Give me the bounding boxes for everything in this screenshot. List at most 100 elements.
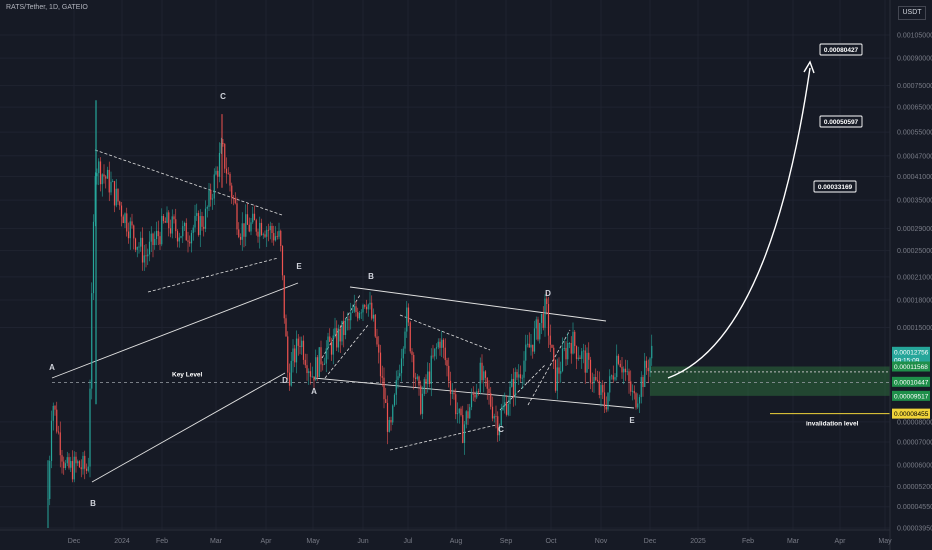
candle-body [470, 394, 473, 408]
candle-body [462, 415, 464, 443]
candle-body [169, 228, 172, 234]
candle-body [635, 393, 637, 408]
price-axis[interactable]: 0.00105000 0.00090000 0.00075000 0.00065000… [889, 0, 932, 550]
candle-body [616, 355, 618, 378]
price-tick-label: 0.00005200 [897, 484, 932, 491]
candle-body [309, 371, 312, 377]
candle-body [624, 368, 627, 373]
candle-body [71, 461, 74, 480]
wedge-upper-line [51, 282, 299, 379]
candle-body [323, 363, 326, 365]
channel-lower-line [313, 377, 635, 409]
candle-body [420, 385, 422, 414]
price-tick-label: 0.00041000 [897, 174, 932, 181]
candle-body [155, 230, 158, 239]
price-tick-label: 0.00090000 [897, 56, 932, 63]
candle-body [528, 343, 530, 348]
time-axis[interactable]: Dec 2024 Feb Mar Apr May Jun Jul Aug Sep Oct Nov Dec… [0, 529, 892, 545]
candle-body [486, 377, 488, 389]
candle-body [383, 377, 385, 400]
candle-body [159, 236, 161, 245]
candle-body [586, 352, 588, 373]
time-tick-label: 2025 [690, 538, 706, 545]
wave-dash-line [527, 329, 571, 406]
candle-body [49, 460, 51, 499]
candle-body [421, 393, 424, 414]
candle-body [579, 357, 581, 359]
candle-body [241, 223, 243, 240]
candle-body [364, 304, 366, 307]
candle-body [542, 313, 544, 328]
target-label: 0.00050597 [824, 119, 859, 126]
wave-label-second: D [545, 289, 551, 298]
candle-body [252, 213, 254, 223]
price-tag-value: 0.00008455 [894, 411, 929, 418]
candle-body [589, 359, 592, 383]
time-tick-label: Apr [261, 538, 273, 545]
wave-dash-line [324, 324, 369, 379]
wave-label-second: C [498, 425, 504, 434]
candle-body [280, 230, 282, 246]
candle-body [63, 461, 65, 469]
candle-body [404, 331, 406, 349]
target-label: 0.00080427 [824, 47, 859, 54]
candle-body [94, 176, 96, 222]
candle-body [647, 367, 649, 372]
candle-body [547, 304, 550, 336]
candle-body [645, 360, 648, 368]
candle-body [610, 375, 613, 377]
candle-body [264, 234, 266, 237]
candle-body [609, 376, 611, 393]
candle-body [567, 343, 569, 360]
candle-body [238, 229, 240, 237]
candle-body [332, 335, 334, 355]
candle-body [591, 382, 593, 384]
price-tick-label: 0.00018000 [897, 298, 932, 305]
candle-body [644, 360, 646, 387]
candle-body [582, 350, 585, 352]
candle-body [341, 320, 343, 342]
price-tag [892, 390, 930, 401]
candle-body [388, 420, 390, 432]
candle-body [246, 214, 249, 225]
candle-body [173, 216, 175, 220]
candle-body [197, 213, 200, 235]
triangle-lower-line [147, 257, 279, 293]
candle-body [477, 391, 480, 393]
candle-body [259, 222, 261, 237]
candle-body [297, 338, 299, 346]
candle-body [385, 399, 387, 404]
candle-body [448, 365, 450, 381]
candle-body [329, 336, 331, 342]
candle-body [476, 391, 478, 398]
candle-body [511, 378, 513, 387]
candle-body [273, 233, 275, 241]
candle-body [434, 348, 436, 357]
candle-body [572, 331, 574, 354]
candle-body [509, 386, 511, 404]
candle-body [232, 197, 235, 199]
candle-body [351, 311, 354, 313]
candle-body [250, 222, 252, 232]
price-tag-value: 0.00010447 [894, 379, 929, 386]
candle-body [407, 307, 410, 323]
candle-body [490, 393, 492, 407]
time-tick-label: May [878, 538, 892, 545]
wedge-lower-line [91, 372, 286, 483]
candle-body [80, 467, 82, 470]
candle-body [633, 390, 635, 394]
candle-body [607, 392, 609, 410]
candle-body [360, 312, 362, 314]
candle-body [418, 376, 420, 386]
candle-body [533, 328, 536, 352]
candle-body [595, 376, 597, 380]
candle-body [362, 304, 364, 313]
candle-body [631, 390, 634, 392]
candle-body [344, 320, 347, 335]
symbol-title[interactable]: RATS/Tether, 1D, GATEIO [6, 4, 88, 11]
candle-body [187, 240, 189, 242]
candle-body [353, 306, 355, 312]
currency-button[interactable]: USDT [898, 6, 926, 20]
candle-body [593, 376, 595, 384]
